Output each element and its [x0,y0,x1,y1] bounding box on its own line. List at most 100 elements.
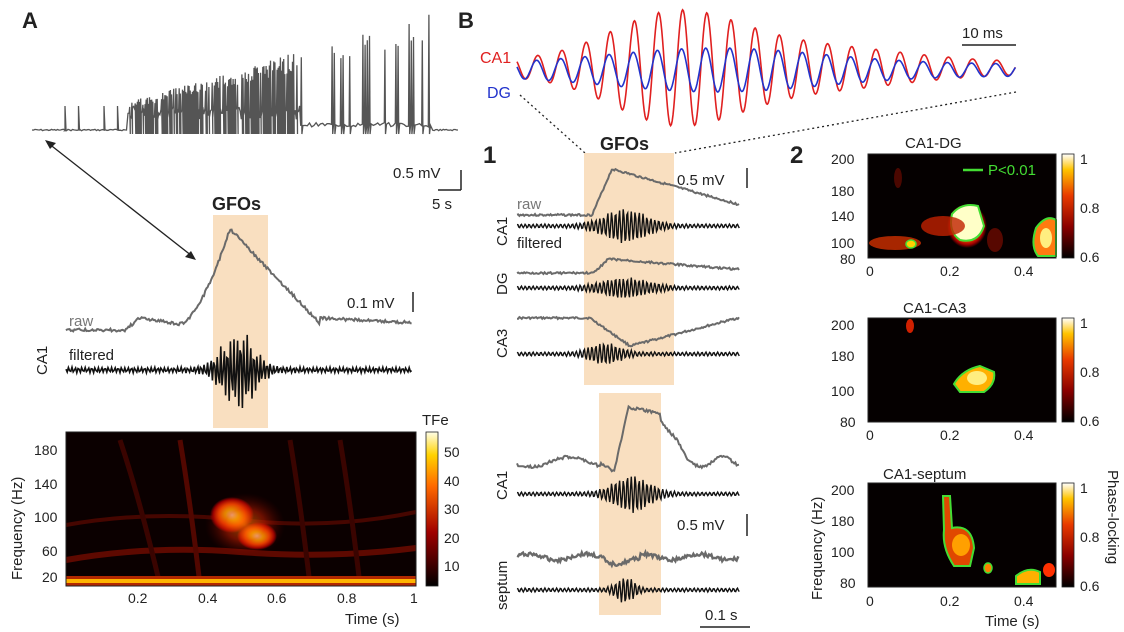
b2-septum-label: septum [494,561,511,610]
legend-label: P<0.01 [988,162,1036,179]
phase-xlabel: Time (s) [985,613,1039,630]
b1-ca1-filtered-trace [516,209,740,244]
filtered-label-a: filtered [69,347,114,364]
b2-septum-filtered-trace [516,578,740,603]
spectrogram-colorbar [425,431,439,587]
xtick-0.2: 0.2 [128,590,148,606]
map2-ctick-0.6: 0.6 [1080,413,1100,429]
cbar-tick-20: 20 [444,530,460,546]
ytick-180: 180 [34,442,58,458]
map1-ytick-80: 80 [840,251,856,267]
xtick-0.8: 0.8 [337,590,357,606]
map1-colorbar [1061,153,1075,259]
xtick-1: 1 [410,590,418,606]
map3-ytick-200: 200 [831,482,855,498]
map2-ctick-0.8: 0.8 [1080,364,1100,380]
spectrogram-ylabel: Frequency (Hz) [9,477,26,580]
map1-ticks: 200 180 140 100 80 0 0.2 0.4 1 0.8 0.6 [831,151,1100,279]
gfo-label-a: GFOs [212,194,261,214]
gfo-highlight-a [213,215,268,428]
b1-dg-raw-trace [516,257,740,276]
b1-dg-filtered-trace [516,277,740,298]
b2-ca1-raw-trace [516,404,740,473]
map3-ytick-80: 80 [840,575,856,591]
map1-ctick-0.6: 0.6 [1080,249,1100,265]
map1-xtick-0: 0 [866,263,874,279]
cbar-tick-10: 10 [444,558,460,574]
map1-xtick-0.2: 0.2 [940,263,960,279]
b2-ca1-label: CA1 [494,471,511,500]
xtick-0.6: 0.6 [267,590,287,606]
cbar-tick-40: 40 [444,473,460,489]
overview-trace [31,14,458,135]
map1-ctick-0.8: 0.8 [1080,200,1100,216]
filtered-trace-a [65,334,413,409]
ytick-20: 20 [42,569,58,585]
phase-ylabel: Frequency (Hz) [809,497,826,600]
zoom-arrow [45,140,196,260]
phase-map-ca1-septum [867,482,1057,588]
raw-trace-a [65,228,412,333]
map3-xtick-0.4: 0.4 [1014,593,1034,609]
phase-map-ca1-dg [867,153,1057,259]
map2-ticks: 200 180 100 80 0 0.2 0.4 1 0.8 0.6 [831,315,1100,443]
zoom-dotted-right [674,91,1017,154]
map1-title: CA1-DG [905,135,962,152]
b2-ca1-filtered-trace [516,476,740,513]
map2-title: CA1-CA3 [903,300,966,317]
spectrogram-xlabel: Time (s) [345,611,399,628]
b1-ca1-label: CA1 [494,217,511,246]
scale-mv-a: 0.1 mV [347,295,395,312]
b1-dg-label: DG [494,273,511,296]
zoom-dotted-left [519,94,586,154]
raw-label-a: raw [69,313,93,330]
sublabel-1: 1 [483,142,496,169]
scale-time-b: 0.1 s [705,607,738,624]
map2-ytick-180: 180 [831,348,855,364]
spectrogram-yticks: 180 140 100 60 20 [34,442,58,585]
cbar-tick-30: 30 [444,501,460,517]
map2-colorbar [1061,317,1075,423]
ca1-overlay-trace [516,8,1017,128]
spectrogram [65,431,417,587]
overview-scale-bar [438,170,462,191]
map2-ytick-80: 80 [840,414,856,430]
colorbar-ticks-a: 50 40 30 20 10 [444,444,460,574]
map1-xtick-0.4: 0.4 [1014,263,1034,279]
map1-ytick-200: 200 [831,151,855,167]
map3-ticks: 200 180 100 80 0 0.2 0.4 1 0.8 0.6 [831,480,1100,609]
xtick-0.4: 0.4 [198,590,218,606]
scale-mv-b-top: 0.5 mV [677,172,725,189]
map2-ytick-100: 100 [831,383,855,399]
map3-ytick-180: 180 [831,513,855,529]
ytick-60: 60 [42,543,58,559]
b2-septum-raw-trace [516,548,740,569]
map3-xtick-0.2: 0.2 [940,593,960,609]
overview-scale-time: 5 s [432,196,452,213]
ytick-100: 100 [34,509,58,525]
map3-ctick-0.8: 0.8 [1080,529,1100,545]
scale-mv-b-bottom: 0.5 mV [677,517,725,534]
map1-ytick-180: 180 [831,183,855,199]
b1-raw-label: raw [517,196,541,213]
map1-ytick-100: 100 [831,235,855,251]
overview-scale-mv: 0.5 mV [393,165,441,182]
b1-ca1-raw-trace [516,167,740,218]
map2-xtick-0.2: 0.2 [940,427,960,443]
phase-map-ca1-ca3 [867,317,1057,423]
ytick-140: 140 [34,476,58,492]
colorbar-title: TFe [422,412,449,429]
region-label-a: CA1 [34,346,51,375]
panel-letter-b: B [458,8,474,33]
b1-ca3-label: CA3 [494,329,511,358]
gfo-label-b: GFOs [600,134,649,154]
map3-xtick-0: 0 [866,593,874,609]
cbar-tick-50: 50 [444,444,460,460]
map2-ytick-200: 200 [831,317,855,333]
map2-ctick-1: 1 [1080,315,1088,331]
traces-b1 [516,167,740,365]
map1-ytick-140: 140 [831,208,855,224]
b1-ca3-raw-trace [517,315,740,348]
overlay-ca1-label: CA1 [480,50,511,67]
spectrogram-xticks: 0.2 0.4 0.6 0.8 1 [128,590,418,606]
